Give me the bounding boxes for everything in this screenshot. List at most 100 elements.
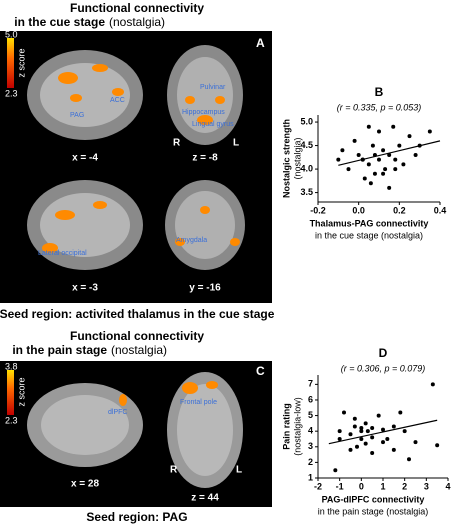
point [362,176,367,181]
y-tick-label: 4 [308,426,313,436]
point [370,143,375,148]
y-axis-label: (nostalgia) [292,137,302,179]
panel-letter: B [375,85,384,99]
point [359,426,364,431]
slice-coord: x = -3 [72,283,98,294]
region-label: Hippocampus [182,109,225,116]
y-tick-label: 6 [308,394,313,404]
point [363,441,368,446]
x-axis-label: in the pain stage (nostalgia) [318,506,429,516]
point [370,451,375,456]
point [346,167,351,172]
point [372,152,377,157]
slice-coord: y = -16 [189,283,221,294]
y-tick-label: 2 [308,457,313,467]
point [372,171,377,176]
point [368,181,373,186]
point [381,148,386,153]
point [407,457,411,462]
x-tick-label: 1 [380,481,385,491]
point [342,410,346,415]
seed-region: Seed region: PAG [86,510,187,524]
scale-label: z score [16,48,26,77]
subtitle: in the cue stage [14,15,105,29]
point [381,427,385,432]
point [393,167,398,172]
x-axis-label: PAG-dlPFC connectivity [322,494,425,504]
point [336,157,341,162]
point [355,444,359,449]
y-tick-label: 7 [308,379,313,389]
point [391,124,396,129]
point [387,185,392,190]
x-tick-label: 0.2 [393,205,406,215]
point [356,152,361,157]
point [413,440,418,445]
side-right: R [173,138,181,149]
side-right: R [170,465,178,476]
point [359,436,364,441]
subtitle: in the pain stage [12,343,107,357]
point [366,124,371,129]
condition: (nostalgia) [109,15,165,29]
colorbar [7,38,14,88]
y-tick-label: 5.0 [300,116,313,126]
point [359,429,364,434]
x-tick-label: 0 [359,481,364,491]
point [398,410,403,415]
title: Functional connectivity [70,1,204,15]
x-tick-label: 0.0 [352,205,365,215]
x-tick-label: 4 [445,481,450,491]
x-axis-label: Thalamus-PAG connectivity [310,218,429,228]
x-axis-label: in the cue stage (nostalgia) [315,230,423,240]
x-tick-label: -0.2 [310,205,326,215]
point [393,157,398,162]
point [377,157,381,162]
region-label: Amygdala [176,237,207,244]
slice-coord: z = -8 [192,153,218,164]
scale-min: 2.3 [5,415,18,425]
side-left: L [233,138,239,149]
point [333,468,338,473]
panel-letter: A [256,36,265,50]
panel-letter: C [256,364,265,378]
point [381,440,385,445]
trendline [328,419,438,445]
point [360,157,365,162]
colorbar [7,370,14,415]
point [348,447,353,452]
point [370,426,375,431]
scale-min: 2.3 [5,88,18,98]
region-label: ACC [110,97,125,104]
brain-slices [27,372,243,488]
x-tick-label: -1 [336,481,344,491]
point [427,129,432,134]
point [391,447,396,452]
point [381,171,386,176]
condition: (nostalgia) [111,343,167,357]
y-axis-label: Pain rating [281,403,291,450]
point [401,162,406,167]
point [397,143,402,148]
point [383,167,388,172]
point [377,129,381,134]
scale-label: z score [16,377,26,406]
point [352,138,357,143]
side-left: L [236,465,242,476]
point [407,134,412,139]
region-label: Lingual gyrus [192,121,234,128]
slice-coord: x = 28 [71,479,100,490]
brain-slices [27,45,245,270]
point [391,424,396,429]
scale-max: 3.8 [5,361,18,371]
point [435,443,440,448]
point [402,429,407,434]
region-label: dlPFC [108,409,127,416]
point [337,436,342,441]
point [413,152,418,157]
y-tick-label: 3.5 [300,187,313,197]
annotation: (r = 0.306, p = 0.079) [341,363,426,373]
x-tick-label: 2 [402,481,407,491]
y-tick-label: 3 [308,441,313,451]
